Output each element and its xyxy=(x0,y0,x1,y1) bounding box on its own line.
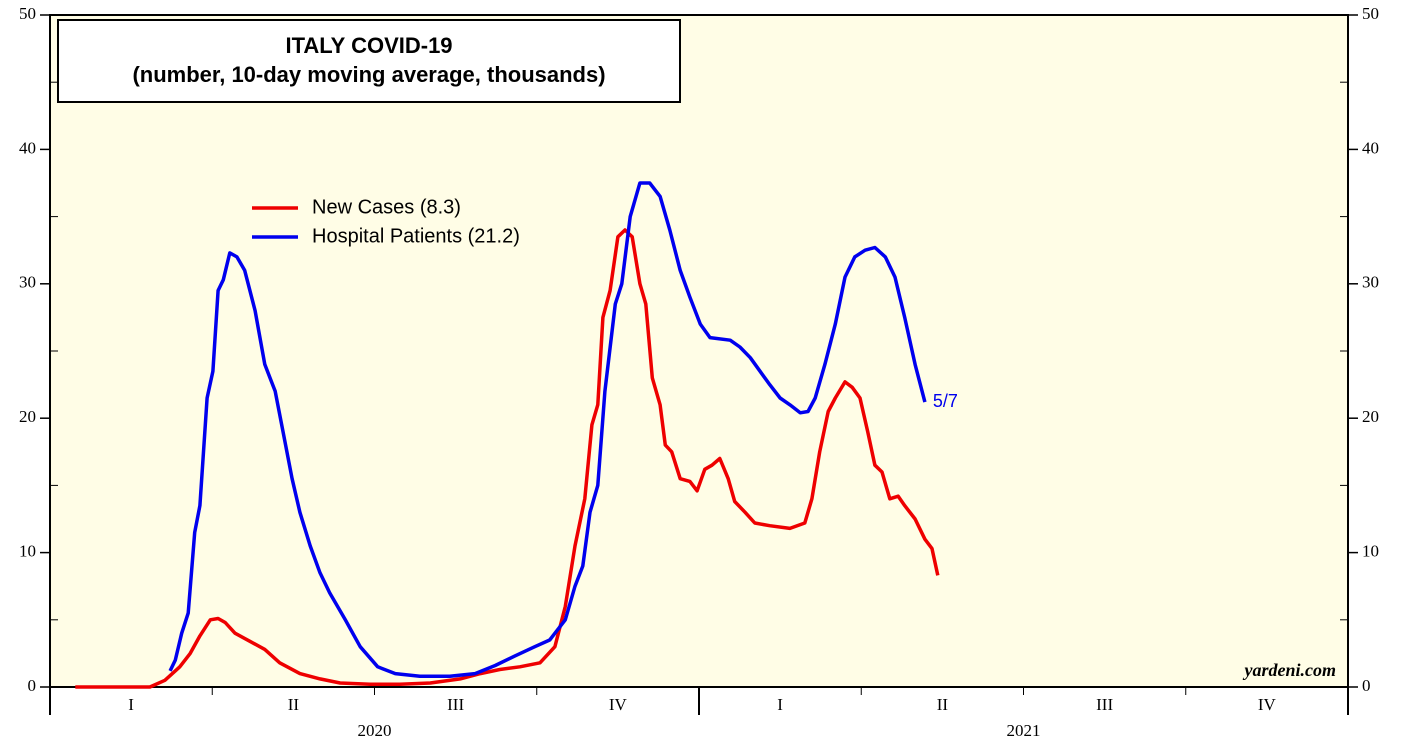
chart-title: ITALY COVID-19 xyxy=(285,33,452,58)
y-tick-label: 10 xyxy=(19,542,36,561)
y-tick-label: 20 xyxy=(19,407,36,426)
y-tick-label: 50 xyxy=(19,4,36,23)
source: yardeni.com xyxy=(1243,660,1337,680)
y2-tick-label: 30 xyxy=(1362,273,1379,292)
x-tick-label: II xyxy=(288,695,300,714)
title-box xyxy=(57,19,681,103)
y2-tick-label: 20 xyxy=(1362,407,1379,426)
series-line xyxy=(75,228,940,689)
year-label: 2020 xyxy=(358,721,392,740)
year-label: 2021 xyxy=(1007,721,1041,740)
x-tick-label: IV xyxy=(1258,695,1277,714)
x-tick-label: III xyxy=(447,695,464,714)
y-tick-label: 30 xyxy=(19,273,36,292)
x-tick-label: III xyxy=(1096,695,1113,714)
legend-label: New Cases (8.3) xyxy=(312,196,461,218)
y-tick-label: 40 xyxy=(19,138,36,157)
series-line xyxy=(168,181,927,678)
x-tick-label: II xyxy=(937,695,949,714)
y2-tick-label: 50 xyxy=(1362,4,1379,23)
end-annotation: 5/7 xyxy=(933,391,958,411)
x-tick-label: I xyxy=(777,695,783,714)
x-tick-label: I xyxy=(128,695,134,714)
x-tick-label: IV xyxy=(609,695,628,714)
y2-tick-label: 40 xyxy=(1362,138,1379,157)
legend-label: Hospital Patients (21.2) xyxy=(312,225,520,247)
plot-area xyxy=(49,14,1349,688)
chart-subtitle: (number, 10-day moving average, thousand… xyxy=(132,62,605,87)
y2-tick-label: 10 xyxy=(1362,542,1379,561)
y2-tick-label: 0 xyxy=(1362,676,1371,695)
y-tick-label: 0 xyxy=(28,676,37,695)
